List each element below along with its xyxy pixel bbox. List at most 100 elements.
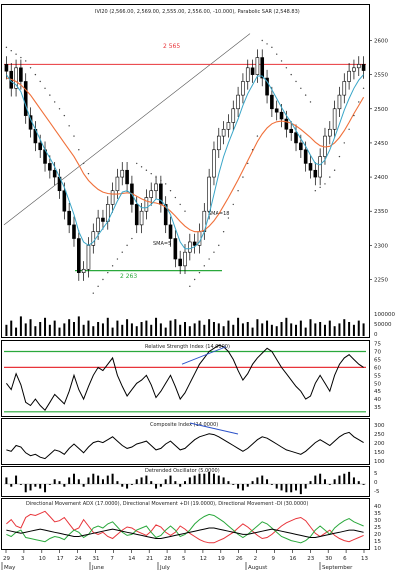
- volume-bar: [169, 320, 172, 336]
- candle-body: [38, 142, 43, 151]
- sar-dot: [39, 80, 41, 83]
- volume-bar: [174, 319, 177, 336]
- detrended-axis-label: 0: [374, 480, 378, 486]
- detrended-bar: [97, 475, 100, 484]
- sar-dot: [193, 278, 196, 281]
- detrended-bar: [34, 484, 37, 487]
- x-axis-label: 12: [200, 556, 207, 562]
- sar-dot: [189, 285, 191, 288]
- month-label: June: [91, 565, 105, 571]
- sar-dot: [290, 73, 292, 76]
- rsi-axis-label: 40: [374, 397, 381, 403]
- x-axis-label: 23: [307, 556, 314, 562]
- volume-bar: [232, 324, 235, 336]
- volume-bar: [188, 326, 191, 336]
- sar-dot: [121, 251, 123, 253]
- detrended-bar: [261, 475, 264, 484]
- sar-dot: [49, 94, 51, 96]
- sar-dot: [92, 292, 94, 294]
- sar-dot: [73, 135, 75, 137]
- minus-di-line: [6, 510, 364, 544]
- detrended-bar: [174, 481, 177, 484]
- detrended-bar: [82, 484, 85, 487]
- volume-bar: [275, 326, 278, 336]
- detrended-bar: [362, 484, 365, 485]
- detrended-bar: [314, 475, 317, 484]
- candle-body: [207, 176, 211, 212]
- x-axis-label: 5: [182, 556, 186, 562]
- detrended-bar: [101, 479, 104, 484]
- candle-body: [270, 94, 274, 110]
- x-axis-label: 16: [289, 556, 296, 562]
- dmi-axis-label: 10: [374, 546, 381, 552]
- detrended-bar: [150, 481, 153, 484]
- composite-line: [6, 431, 364, 460]
- x-axis-label: 30: [325, 556, 332, 562]
- sar-dot: [208, 258, 210, 260]
- sar-dot: [58, 108, 61, 110]
- candle-body: [289, 128, 293, 133]
- candle-body: [115, 176, 120, 192]
- volume-bar: [261, 323, 264, 336]
- x-axis-label: 17: [57, 556, 64, 562]
- x-axis-label: 7: [110, 556, 114, 562]
- sar-dot: [343, 142, 345, 144]
- sar-dot: [362, 87, 365, 89]
- detrended-bar: [266, 479, 269, 484]
- sar-dot: [203, 265, 206, 267]
- candle-body: [284, 118, 289, 130]
- detrended-bar: [44, 484, 47, 493]
- price-plot: [3, 33, 366, 336]
- volume-bar: [10, 320, 13, 336]
- dmi-axis-label: 15: [374, 539, 381, 545]
- volume-bar: [309, 319, 312, 336]
- x-axis-label: 3: [21, 556, 25, 562]
- rsi-axis-label: 60: [374, 365, 381, 371]
- volume-bar: [323, 324, 326, 336]
- sar-dot: [353, 114, 355, 117]
- volume-bar: [87, 320, 90, 336]
- detrended-bar: [348, 471, 351, 484]
- volume-bar: [270, 324, 273, 336]
- sar-dot: [333, 169, 336, 171]
- volume-bar: [24, 323, 27, 336]
- candle-body: [81, 268, 86, 273]
- sar-dot: [164, 183, 167, 185]
- volume-bar: [348, 322, 351, 336]
- detrended-bar: [159, 484, 162, 487]
- detrended-bar: [237, 484, 240, 489]
- detrended-bar: [343, 473, 346, 484]
- sar-dot: [131, 237, 133, 240]
- rsi-title: Relative Strength Index (14.0000): [145, 344, 230, 350]
- x-axis-label: 24: [75, 556, 82, 562]
- detrended-bar: [203, 473, 206, 484]
- volume-bar: [184, 322, 186, 336]
- volume-bar: [352, 324, 355, 336]
- detrended-bar: [338, 475, 341, 484]
- detrended-bar: [29, 484, 32, 491]
- volume-bar: [19, 316, 22, 336]
- dmi-plot: [6, 510, 364, 544]
- volume-bar: [208, 319, 211, 336]
- sar-dot: [34, 73, 37, 76]
- volume-axis-label: 100000: [374, 312, 395, 318]
- sar-dot: [82, 162, 85, 165]
- detrended-panel-frame: [1, 466, 370, 497]
- volume-bar: [53, 320, 56, 336]
- detrended-bar: [126, 484, 129, 489]
- candle-body: [77, 238, 81, 273]
- volume-bar: [193, 323, 196, 336]
- composite-panel-frame: [1, 418, 370, 465]
- volume-bar: [15, 327, 18, 336]
- volume-bar: [338, 323, 341, 336]
- sar-dot: [136, 162, 138, 165]
- sar-dot: [68, 125, 70, 127]
- detrended-bar: [68, 477, 71, 484]
- candle-body: [125, 169, 129, 185]
- candle-body: [144, 197, 149, 212]
- volume-bar: [304, 327, 307, 336]
- sar-dot: [63, 114, 66, 117]
- sar-dot: [25, 60, 27, 62]
- sar-dot: [309, 101, 312, 103]
- volume-bar: [140, 322, 143, 336]
